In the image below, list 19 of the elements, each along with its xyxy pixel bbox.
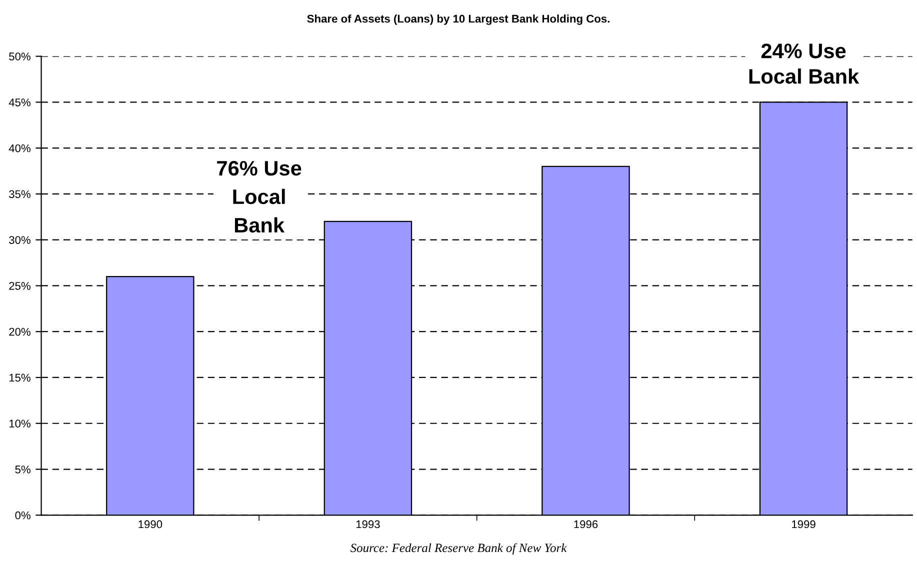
y-tick-label: 25% (9, 282, 30, 290)
y-tick-label: 5% (15, 466, 30, 474)
y-tick-label: 10% (9, 420, 30, 428)
y-tick-label: 50% (9, 52, 30, 60)
x-tick-label: 1999 (792, 520, 816, 528)
x-tick-label: 1996 (574, 520, 598, 528)
source-note: Source: Federal Reserve Bank of New York (350, 543, 567, 555)
chart-title: Share of Assets (Loans) by 10 Largest Bank Holding Cos. (307, 14, 610, 25)
x-tick-label: 1993 (356, 520, 380, 528)
annotation: 76% Use Local Bank (217, 160, 302, 233)
y-tick-label: 0% (15, 511, 30, 520)
x-tick-label: 1990 (138, 520, 162, 528)
y-tick-label: 20% (9, 328, 30, 336)
y-tick-label: 45% (8, 98, 30, 106)
y-tick-label: 15% (9, 374, 30, 382)
y-tick-label: 40% (8, 144, 30, 152)
annotation: 24% Use Local Bank (749, 44, 860, 84)
y-tick-label: 30% (9, 236, 30, 244)
y-tick-label: 35% (9, 190, 30, 198)
